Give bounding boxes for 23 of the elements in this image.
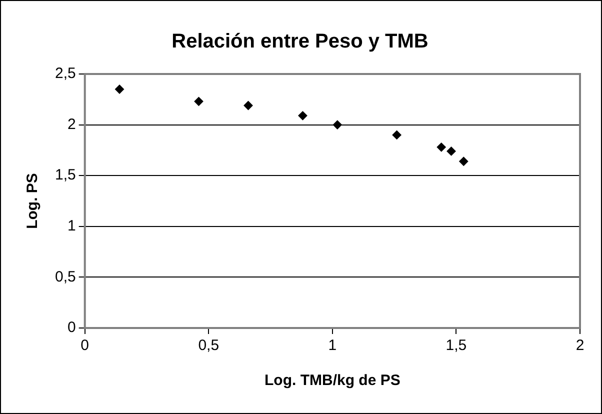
point xyxy=(436,142,446,152)
point xyxy=(298,111,308,120)
point xyxy=(392,130,402,140)
point xyxy=(446,146,456,156)
y-tick-label: 2,5 xyxy=(54,65,76,82)
y-tick-label: 0,5 xyxy=(54,268,76,286)
y-tick-label: 2 xyxy=(68,116,76,133)
point xyxy=(194,96,204,106)
point xyxy=(459,156,468,166)
y-tick-label: 1 xyxy=(68,218,76,235)
x-tick-label: 1 xyxy=(328,337,337,354)
y-tick-label: 0 xyxy=(68,319,76,336)
chart-title: Relación entre Peso y TMB xyxy=(172,30,428,53)
x-tick-label: 0 xyxy=(80,337,90,354)
point xyxy=(332,120,342,130)
y-tick-label: 1,5 xyxy=(54,166,76,184)
x-axis-title: Log. TMB/kg de PS xyxy=(264,372,400,390)
x-tick-label: 0,5 xyxy=(198,337,220,354)
x-tick-label: 1,5 xyxy=(446,337,467,354)
point xyxy=(115,84,124,94)
x-tick-label: 2 xyxy=(576,337,584,354)
y-axis-title: Log. PS xyxy=(24,173,42,229)
point xyxy=(244,100,253,110)
